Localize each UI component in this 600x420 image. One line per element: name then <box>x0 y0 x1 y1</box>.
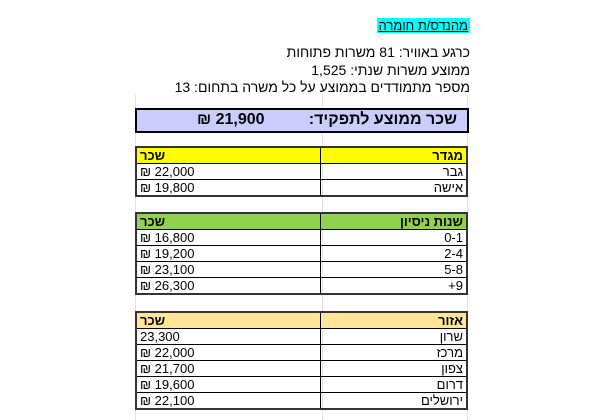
row-salary: 22,000 ₪ <box>135 344 321 361</box>
table-header-row: מגדר שכר <box>135 146 468 164</box>
row-label: ירושלים <box>320 392 468 410</box>
candidates-text: מספר מתמודדים בממוצע על כל משרה בתחום: 1… <box>174 79 470 95</box>
table-row: צפון 21,700 ₪ <box>135 360 468 377</box>
row-salary: 22,100 ₪ <box>135 392 321 410</box>
table-row: 0-1 16,800 ₪ <box>135 229 468 246</box>
experience-salary-table: שנות ניסיון שכר 0-1 16,800 ₪ 2-4 19,200 … <box>135 212 468 295</box>
row-salary: 19,600 ₪ <box>135 376 321 393</box>
key-header: מגדר <box>320 146 468 164</box>
average-salary-label: שכר ממוצע לתפקיד: <box>308 111 457 128</box>
salary-header: שכר <box>135 212 321 230</box>
table-row: 9+ 26,300 ₪ <box>135 277 468 295</box>
row-label: 9+ <box>320 277 468 295</box>
table-header-row: שנות ניסיון שכר <box>135 212 468 230</box>
row-label: דרום <box>320 376 468 393</box>
table-row: 5-8 23,100 ₪ <box>135 261 468 278</box>
row-label: 2-4 <box>320 245 468 262</box>
gender-salary-table: מגדר שכר גבר 22,000 ₪ אישה 19,800 ₪ <box>135 146 468 197</box>
average-salary-value: 21,900 ₪ <box>197 111 265 128</box>
row-label: מרכז <box>320 344 468 361</box>
salary-header: שכר <box>135 146 321 164</box>
row-salary: 23,300 <box>135 328 321 345</box>
row-salary: 19,800 ₪ <box>135 179 321 197</box>
table-row: ירושלים 22,100 ₪ <box>135 392 468 410</box>
row-salary: 16,800 ₪ <box>135 229 321 246</box>
row-label: 0-1 <box>320 229 468 246</box>
row-label: גבר <box>320 163 468 180</box>
region-salary-table: אזור שכר שרון 23,300 מרכז 22,000 ₪ צפון … <box>135 311 468 410</box>
salary-header: שכר <box>135 311 321 329</box>
job-title: מהנדס/ת חומרה <box>376 18 470 33</box>
key-header: שנות ניסיון <box>320 212 468 230</box>
table-row: דרום 19,600 ₪ <box>135 376 468 393</box>
row-salary: 22,000 ₪ <box>135 163 321 180</box>
table-row: אישה 19,800 ₪ <box>135 179 468 197</box>
row-salary: 26,300 ₪ <box>135 277 321 295</box>
row-salary: 21,700 ₪ <box>135 360 321 377</box>
table-header-row: אזור שכר <box>135 311 468 329</box>
row-label: שרון <box>320 328 468 345</box>
open-positions-text: כרגע באוויר: 81 משרות פתוחות <box>286 44 470 60</box>
row-label: צפון <box>320 360 468 377</box>
key-header: אזור <box>320 311 468 329</box>
table-row: גבר 22,000 ₪ <box>135 163 468 180</box>
row-salary: 19,200 ₪ <box>135 245 321 262</box>
annual-positions-text: ממוצע משרות שנתי: 1,525 <box>311 62 470 78</box>
average-salary-box: שכר ממוצע לתפקיד: 21,900 ₪ <box>135 108 469 133</box>
row-label: אישה <box>320 179 468 197</box>
row-salary: 23,100 ₪ <box>135 261 321 278</box>
table-row: 2-4 19,200 ₪ <box>135 245 468 262</box>
table-row: מרכז 22,000 ₪ <box>135 344 468 361</box>
table-row: שרון 23,300 <box>135 328 468 345</box>
row-label: 5-8 <box>320 261 468 278</box>
